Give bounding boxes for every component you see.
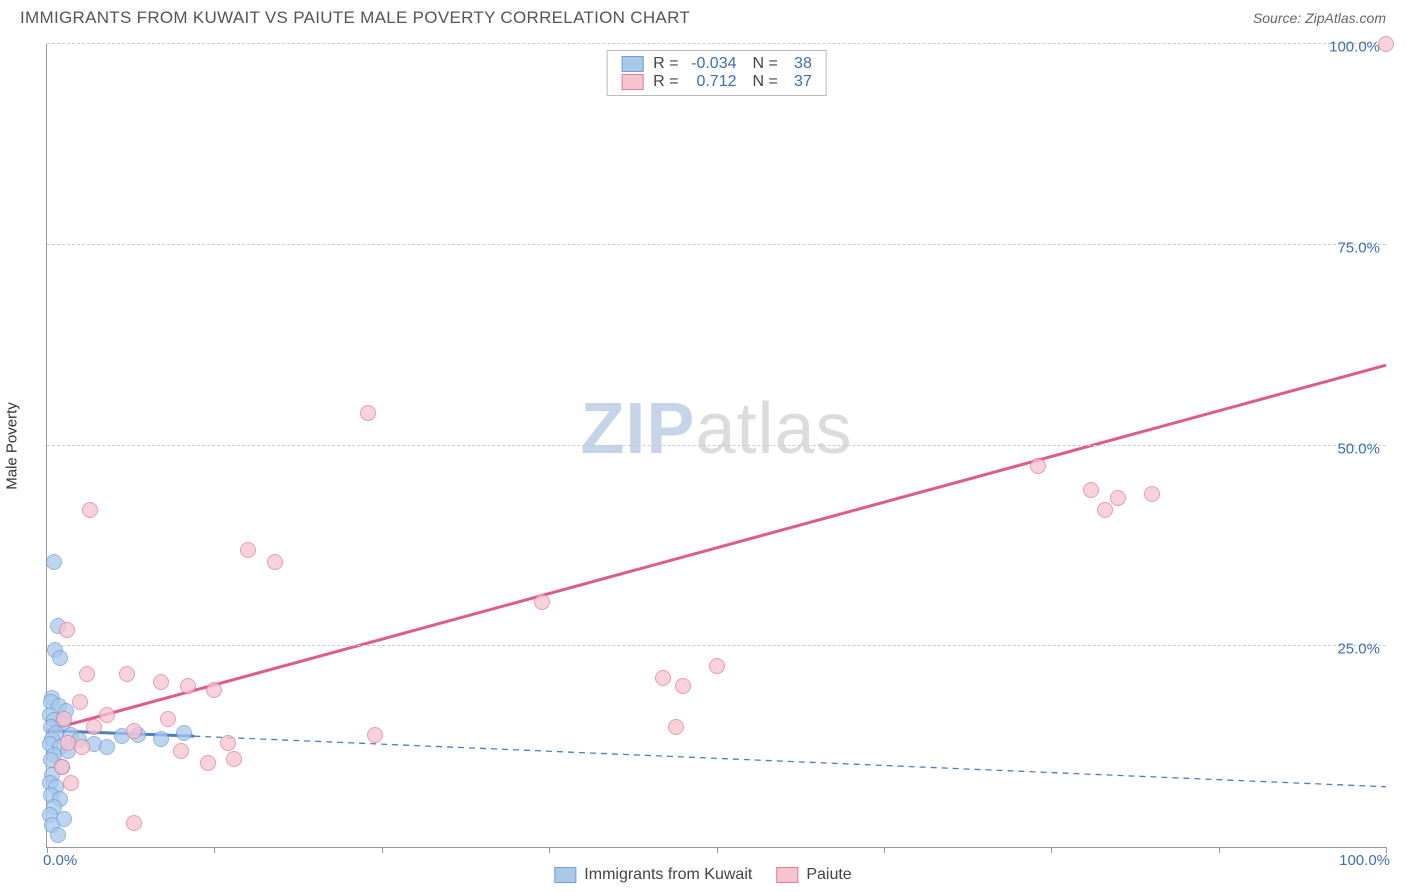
scatter-point: [56, 711, 72, 727]
legend-item-blue: Immigrants from Kuwait: [554, 866, 752, 884]
scatter-point: [180, 678, 196, 694]
plot-wrap: ZIPatlas R = -0.034 N = 38 R = 0.712 N =…: [46, 44, 1386, 848]
chart-title: IMMIGRANTS FROM KUWAIT VS PAIUTE MALE PO…: [20, 8, 690, 28]
x-tick: [47, 847, 48, 853]
scatter-point: [1030, 458, 1046, 474]
scatter-point: [59, 622, 75, 638]
scatter-point: [99, 707, 115, 723]
x-tick: [717, 847, 718, 853]
legend-row-pink: R = 0.712 N = 37: [621, 73, 812, 91]
scatter-point: [1110, 490, 1126, 506]
source-label: Source:: [1253, 10, 1301, 26]
legend-r-label: R =: [653, 73, 678, 91]
x-tick: [382, 847, 383, 853]
legend-n-value-blue: 38: [784, 55, 812, 73]
legend-r-value-pink: 0.712: [685, 73, 737, 91]
legend-correlation-box: R = -0.034 N = 38 R = 0.712 N = 37: [606, 50, 827, 96]
gridline: [47, 43, 1386, 44]
scatter-point: [52, 650, 68, 666]
scatter-point: [226, 751, 242, 767]
x-tick: [214, 847, 215, 853]
y-tick-label: 50.0%: [1337, 440, 1380, 457]
legend-n-label: N =: [753, 55, 778, 73]
scatter-point: [267, 554, 283, 570]
y-axis-label: Male Poverty: [4, 402, 21, 490]
legend-r-label: R =: [653, 55, 678, 73]
scatter-point: [50, 827, 66, 843]
x-axis-max-label: 100.0%: [1339, 852, 1390, 869]
scatter-point: [99, 739, 115, 755]
gridline: [47, 244, 1386, 245]
legend-r-value-blue: -0.034: [685, 55, 737, 73]
trend-lines: [47, 44, 1386, 847]
legend-swatch-blue: [554, 867, 576, 883]
scatter-point: [367, 727, 383, 743]
scatter-point: [655, 670, 671, 686]
scatter-point: [82, 502, 98, 518]
scatter-point: [1097, 502, 1113, 518]
plot-area: ZIPatlas R = -0.034 N = 38 R = 0.712 N =…: [46, 44, 1386, 848]
scatter-point: [1083, 482, 1099, 498]
gridline: [47, 445, 1386, 446]
scatter-point: [200, 755, 216, 771]
legend-label-blue: Immigrants from Kuwait: [584, 866, 752, 884]
x-tick: [1051, 847, 1052, 853]
scatter-point: [86, 719, 102, 735]
scatter-point: [63, 775, 79, 791]
scatter-point: [119, 666, 135, 682]
scatter-point: [534, 594, 550, 610]
legend-swatch-blue: [621, 56, 643, 72]
scatter-point: [160, 711, 176, 727]
legend-swatch-pink: [776, 867, 798, 883]
gridline: [47, 645, 1386, 646]
scatter-point: [126, 723, 142, 739]
x-tick: [1219, 847, 1220, 853]
scatter-point: [675, 678, 691, 694]
scatter-point: [220, 735, 236, 751]
chart-source: Source: ZipAtlas.com: [1253, 10, 1386, 26]
legend-row-blue: R = -0.034 N = 38: [621, 55, 812, 73]
legend-series: Immigrants from Kuwait Paiute: [554, 866, 851, 884]
y-tick-label: 100.0%: [1329, 39, 1380, 56]
scatter-point: [46, 554, 62, 570]
x-tick: [549, 847, 550, 853]
scatter-point: [709, 658, 725, 674]
scatter-point: [72, 694, 88, 710]
legend-swatch-pink: [621, 74, 643, 90]
legend-n-label: N =: [753, 73, 778, 91]
scatter-point: [668, 719, 684, 735]
scatter-point: [79, 666, 95, 682]
scatter-point: [176, 725, 192, 741]
x-tick: [884, 847, 885, 853]
chart-header: IMMIGRANTS FROM KUWAIT VS PAIUTE MALE PO…: [0, 0, 1406, 34]
y-tick-label: 25.0%: [1337, 641, 1380, 658]
scatter-point: [74, 739, 90, 755]
legend-label-pink: Paiute: [806, 866, 851, 884]
scatter-point: [206, 682, 222, 698]
scatter-point: [1378, 36, 1394, 52]
scatter-point: [126, 815, 142, 831]
source-link[interactable]: ZipAtlas.com: [1305, 10, 1386, 26]
legend-n-value-pink: 37: [784, 73, 812, 91]
scatter-point: [1144, 486, 1160, 502]
legend-item-pink: Paiute: [776, 866, 851, 884]
scatter-point: [54, 759, 70, 775]
x-axis-min-label: 0.0%: [43, 852, 77, 869]
y-tick-label: 75.0%: [1337, 239, 1380, 256]
x-tick: [1386, 847, 1387, 853]
scatter-point: [153, 674, 169, 690]
scatter-point: [173, 743, 189, 759]
scatter-point: [240, 542, 256, 558]
scatter-point: [360, 405, 376, 421]
scatter-point: [153, 731, 169, 747]
